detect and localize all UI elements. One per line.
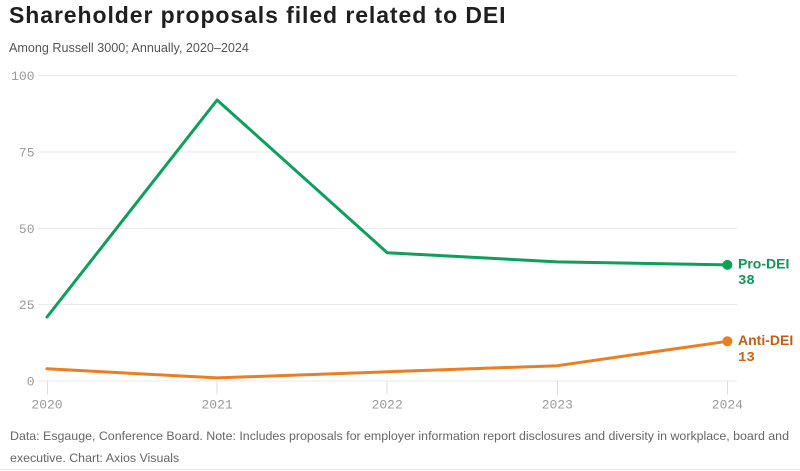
svg-text:2023: 2023 bbox=[542, 398, 573, 413]
svg-text:75: 75 bbox=[19, 145, 35, 160]
svg-text:2022: 2022 bbox=[372, 398, 403, 413]
svg-text:2020: 2020 bbox=[31, 398, 62, 413]
svg-text:25: 25 bbox=[19, 298, 35, 313]
svg-text:13: 13 bbox=[738, 350, 755, 366]
svg-text:2024: 2024 bbox=[712, 398, 743, 413]
svg-text:50: 50 bbox=[19, 222, 35, 237]
svg-text:38: 38 bbox=[738, 273, 755, 289]
svg-text:2021: 2021 bbox=[201, 398, 232, 413]
svg-text:0: 0 bbox=[27, 375, 35, 390]
svg-text:Pro-DEI: Pro-DEI bbox=[738, 256, 789, 272]
svg-text:100: 100 bbox=[11, 69, 34, 84]
svg-text:Anti-DEI: Anti-DEI bbox=[738, 332, 793, 348]
